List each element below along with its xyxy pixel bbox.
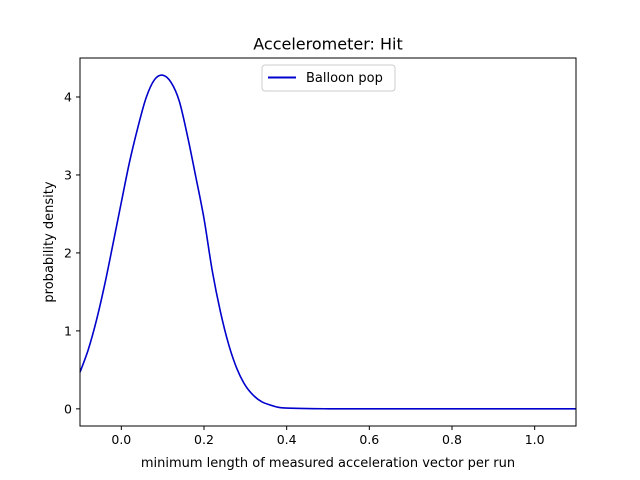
plot-frame xyxy=(79,57,577,427)
y-tick-label: 0 xyxy=(64,401,72,416)
y-tick-label: 3 xyxy=(64,167,72,182)
y-tick-label: 4 xyxy=(64,89,72,104)
x-tick-label: 1.0 xyxy=(525,432,545,447)
legend-label-balloon-pop: Balloon pop xyxy=(306,71,383,86)
x-tick-label: 0.0 xyxy=(111,432,131,447)
x-tick-label: 0.4 xyxy=(277,432,297,447)
x-axis-label: minimum length of measured acceleration … xyxy=(141,456,515,471)
x-axis: 0.0 0.2 0.4 0.6 0.8 1.0 xyxy=(111,426,545,447)
y-axis: 0 1 2 3 4 xyxy=(64,89,80,416)
y-tick-label: 1 xyxy=(64,323,72,338)
x-tick-label: 0.6 xyxy=(359,432,379,447)
plot-area xyxy=(79,57,577,427)
legend-box xyxy=(261,64,396,92)
plot-background xyxy=(80,58,576,426)
x-tick-label: 0.8 xyxy=(442,432,462,447)
chart-title: Accelerometer: Hit xyxy=(253,35,402,54)
series-line-0 xyxy=(79,74,576,410)
y-tick-label: 2 xyxy=(64,245,72,260)
series-layer xyxy=(79,74,576,410)
x-tick-label: 0.2 xyxy=(194,432,214,447)
legend: Balloon pop xyxy=(261,64,396,92)
y-axis-label: probability density xyxy=(42,181,57,302)
